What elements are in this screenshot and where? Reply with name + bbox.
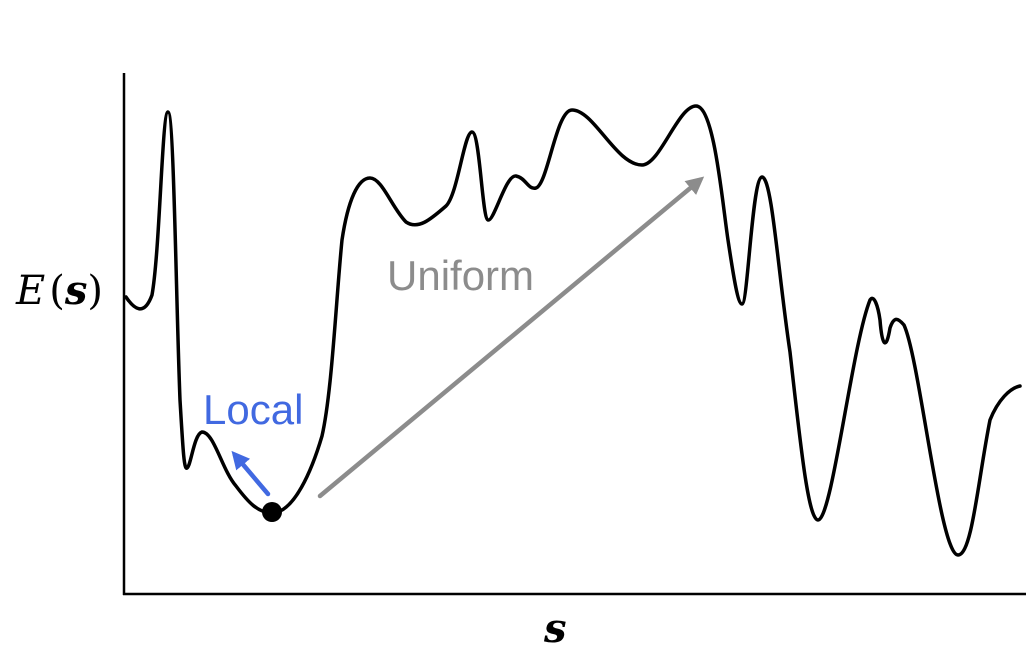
uniform-move-arrow — [317, 176, 705, 499]
x-axis-label: s — [543, 605, 567, 652]
y-axis-label-variable: s — [64, 267, 88, 314]
local-move-arrow — [231, 450, 271, 497]
current-state-dot — [262, 502, 282, 522]
local-move-label: Local — [203, 386, 303, 433]
y-axis-label-function: E — [15, 268, 45, 314]
uniform-move-label: Uniform — [387, 252, 534, 299]
y-axis-label-close-paren: ) — [87, 268, 103, 314]
y-axis-label-open-paren: ( — [49, 268, 65, 314]
y-axis-label: E (s) — [15, 267, 103, 314]
energy-curve — [124, 104, 1022, 557]
